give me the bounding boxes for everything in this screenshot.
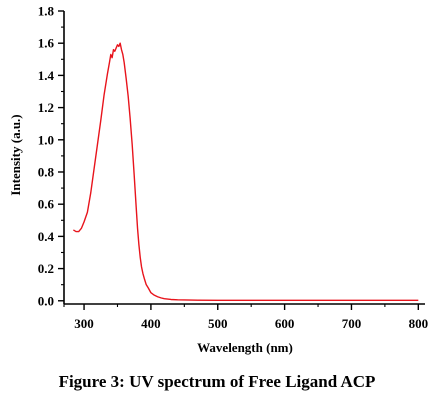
y-tick-label: 1.6 (38, 36, 55, 51)
y-tick-label: 1.0 (38, 132, 54, 147)
y-tick-label: 0.6 (38, 197, 55, 212)
x-tick-label: 400 (141, 316, 161, 331)
y-tick-label: 1.8 (38, 4, 55, 19)
x-tick-label: 300 (74, 316, 94, 331)
x-tick-label: 500 (208, 316, 228, 331)
x-tick-label: 800 (409, 316, 429, 331)
y-tick-label: 1.2 (38, 100, 54, 115)
spectrum-line (73, 42, 419, 301)
x-tick-label: 700 (342, 316, 362, 331)
x-axis-title: Wavelength (nm) (197, 340, 293, 355)
y-tick-label: 0.4 (38, 229, 55, 244)
x-axis-ticks: 300 400 500 600 700 800 (63, 304, 429, 331)
series-layer (73, 42, 419, 301)
y-tick-label: 0.8 (38, 164, 55, 179)
y-tick-label: 1.4 (38, 68, 55, 83)
y-axis-ticks: 0.0 0.2 0.4 0.6 0.8 1.0 1.2 1.4 1.6 1.8 (38, 4, 64, 308)
figure-caption: Figure 3: UV spectrum of Free Ligand ACP (58, 372, 376, 391)
y-axis-title: Intensity (a.u.) (8, 114, 23, 195)
y-tick-label: 0.0 (38, 293, 54, 308)
plot-frame (63, 11, 425, 305)
x-tick-label: 600 (275, 316, 295, 331)
y-tick-label: 0.2 (38, 261, 54, 276)
